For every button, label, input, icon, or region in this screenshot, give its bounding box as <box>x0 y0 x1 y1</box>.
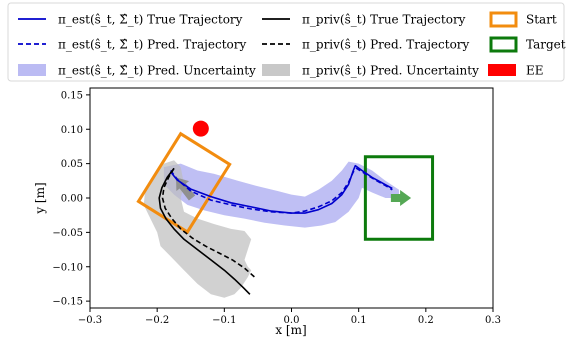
priv-true-trajectory <box>158 167 251 295</box>
legend-label-est_pred: π_est(ŝ_t, Σ̂_t) Pred. Trajectory <box>58 38 247 52</box>
x-tick-label: 0.2 <box>418 315 434 326</box>
legend-label-priv_unc: π_priv(ŝ_t) Pred. Uncertainty <box>302 64 479 78</box>
priv-pred-trajectory <box>161 167 256 278</box>
y-tick-label: 0.00 <box>61 194 83 205</box>
legend-swatch-priv_unc <box>262 64 290 76</box>
legend-item-priv_pred: π_priv(ŝ_t) Pred. Trajectory <box>262 38 470 52</box>
legend-label-est_true: π_est(ŝ_t, Σ̂_t) True Trajectory <box>58 13 243 27</box>
legend-label-target: Target <box>526 38 566 52</box>
legend-item-est_pred: π_est(ŝ_t, Σ̂_t) Pred. Trajectory <box>18 38 247 52</box>
legend-item-start: Start <box>489 11 557 28</box>
x-tick-label: 0.3 <box>485 315 501 326</box>
legend-item-ee: EE <box>488 64 544 78</box>
legend-item-target: Target <box>489 36 566 53</box>
legend-swatch-ee <box>488 64 516 76</box>
legend-item-est_true: π_est(ŝ_t, Σ̂_t) True Trajectory <box>18 13 243 27</box>
x-tick-label: −0.2 <box>145 315 169 326</box>
est-pred-trajectory <box>169 167 393 214</box>
target-marker <box>363 155 435 241</box>
x-axis-label: x [m] <box>275 323 306 337</box>
legend-swatch-target <box>489 36 518 53</box>
trajectory-lines <box>158 164 393 295</box>
y-tick-label: −0.15 <box>52 297 83 308</box>
target-arrow <box>390 190 412 206</box>
x-tick-label: 0.1 <box>351 315 367 326</box>
est-true-trajectory <box>169 164 393 214</box>
legend-item-priv_true: π_priv(ŝ_t) True Trajectory <box>262 13 466 27</box>
y-tick-label: 0.15 <box>61 90 83 101</box>
y-tick-label: 0.10 <box>61 125 83 136</box>
y-tick-label: 0.05 <box>61 159 83 170</box>
y-ticks: −0.15 −0.10 −0.05 0.00 0.05 0.10 0.15 <box>52 90 90 308</box>
legend-label-priv_true: π_priv(ŝ_t) True Trajectory <box>302 13 466 27</box>
x-ticks: −0.3 −0.2 −0.1 0.0 0.1 0.2 0.3 <box>78 308 501 326</box>
y-tick-label: −0.05 <box>52 228 83 239</box>
legend-label-start: Start <box>526 13 557 27</box>
y-axis-label: y [m] <box>33 182 47 214</box>
legend-entries: π_est(ŝ_t, Σ̂_t) True Trajectory π_est(ŝ_… <box>18 11 566 78</box>
legend-swatch-start <box>489 11 518 28</box>
legend-frame <box>7 2 565 82</box>
legend-item-priv_unc: π_priv(ŝ_t) Pred. Uncertainty <box>262 64 479 78</box>
legend-label-ee: EE <box>526 64 544 78</box>
legend-label-est_unc: π_est(ŝ_t, Σ̂_t) Pred. Uncertainty <box>58 64 256 78</box>
uncertainty-region-priv <box>143 160 252 298</box>
x-tick-label: −0.3 <box>78 315 102 326</box>
y-tick-label: −0.10 <box>52 262 83 273</box>
x-tick-label: 0.0 <box>284 315 300 326</box>
legend: π_est(ŝ_t, Σ̂_t) True Trajectory π_est(ŝ_… <box>7 2 566 82</box>
ee-marker <box>192 120 209 137</box>
legend-swatch-est_unc <box>18 64 46 76</box>
x-tick-label: −0.1 <box>212 315 236 326</box>
legend-item-est_unc: π_est(ŝ_t, Σ̂_t) Pred. Uncertainty <box>18 64 256 78</box>
legend-label-priv_pred: π_priv(ŝ_t) Pred. Trajectory <box>302 38 470 52</box>
plot-area: −0.3 −0.2 −0.1 0.0 0.1 0.2 0.3 −0.15 −0.10 −0.05… <box>33 87 501 337</box>
